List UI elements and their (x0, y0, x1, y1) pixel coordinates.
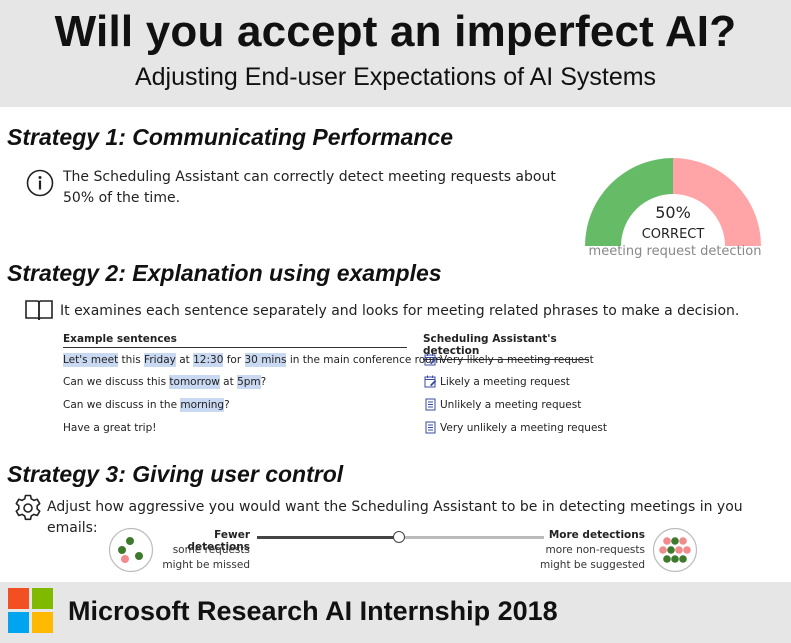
sentence-text: in the main conference room (286, 354, 442, 366)
gauge-incorrect-arc (673, 158, 761, 246)
sentence-text: for (223, 354, 245, 366)
strategy1-text-line1: The Scheduling Assistant can correctly d… (63, 169, 556, 185)
example-sentence: Have a great trip! (63, 422, 156, 434)
detection-label: Unlikely a meeting request (440, 398, 582, 411)
logo-square (32, 588, 53, 609)
highlighted-phrase: tomorrow (169, 375, 220, 389)
slider-thumb[interactable] (393, 531, 405, 543)
highlighted-phrase: 5pm (237, 375, 261, 389)
page-title: Will you accept an imperfect AI? (54, 7, 737, 56)
info-icon (26, 169, 54, 197)
fewer-detections-sub1: some requests (172, 544, 250, 556)
sentence-text: Have a great trip! (63, 422, 157, 434)
highlighted-phrase: morning (180, 398, 225, 412)
highlighted-phrase: Let's meet (63, 353, 119, 367)
calendar-edit-icon (424, 353, 440, 366)
example-sentence: Can we discuss this tomorrow at 5pm? (63, 375, 267, 389)
sentence-text: at (219, 376, 238, 388)
performance-gauge: 50% CORRECT meeting request detection (580, 158, 770, 268)
microsoft-logo (8, 588, 54, 634)
strategy3-title: Strategy 3: Giving user control (7, 461, 344, 487)
slider-track-empty (399, 536, 544, 539)
example-sentence: Can we discuss in the morning? (63, 398, 230, 412)
logo-square (32, 612, 53, 633)
gauge-caption: meeting request detection (588, 244, 762, 259)
col-header-sentences: Example sentences (63, 333, 407, 348)
highlighted-phrase: Friday (144, 353, 176, 367)
strategy3-text: Adjust how aggressive you would want the… (47, 499, 743, 536)
footer-banner: Microsoft Research AI Internship 2018 (0, 582, 791, 643)
gauge-percent: 50% (655, 203, 691, 222)
gear-icon (15, 494, 41, 521)
more-detections-sub1: more non-requests (545, 544, 645, 556)
more-detections-label: More detections (548, 529, 645, 541)
more-detections-sub2: might be suggested (539, 559, 645, 571)
highlighted-phrase: 12:30 (193, 353, 224, 367)
logo-square (8, 588, 29, 609)
page-subtitle: Adjusting End-user Expectations of AI Sy… (134, 63, 657, 91)
strategy1-title: Strategy 1: Communicating Performance (7, 124, 454, 150)
example-sentence: Let's meet this Friday at 12:30 for 30 m… (63, 353, 442, 367)
sentence-text: this (118, 354, 145, 366)
document-icon (424, 398, 440, 411)
calendar-edit-icon (424, 375, 440, 388)
sentence-text: Can we discuss this (63, 376, 170, 388)
detection-result: Unlikely a meeting request (424, 398, 581, 411)
fewer-detections-sub2: might be missed (162, 559, 250, 571)
detection-label: Very unlikely a meeting request (440, 421, 608, 434)
footer-text: Microsoft Research AI Internship 2018 (68, 596, 558, 626)
sentence-text: ? (260, 376, 267, 388)
more-detections-icon (652, 527, 698, 573)
sentence-text: Can we discuss in the (63, 399, 181, 411)
document-icon (424, 421, 440, 434)
fewer-detections-label: Fewer detections (187, 529, 250, 553)
gauge-correct-label: CORRECT (641, 227, 705, 242)
gauge-correct-arc (585, 158, 673, 246)
logo-square (8, 612, 29, 633)
slider-track-filled (257, 536, 399, 539)
strategy1-text-line2: 50% of the time. (63, 190, 181, 206)
sentence-text: ? (224, 399, 230, 411)
highlighted-phrase: 30 mins (244, 353, 287, 367)
fewer-detections-icon (108, 527, 154, 573)
detection-label: Very likely a meeting request (440, 353, 594, 366)
strategy2-text: It examines each sentence separately and… (60, 303, 740, 319)
sentence-text: at (175, 354, 194, 366)
aggressiveness-slider[interactable] (257, 529, 544, 545)
detection-result: Likely a meeting request (424, 375, 570, 388)
col-header-detection: Scheduling Assistant's detection (423, 333, 589, 360)
detection-result: Very likely a meeting request (424, 353, 594, 366)
detection-result: Very unlikely a meeting request (424, 421, 607, 434)
book-icon (25, 300, 53, 321)
header-banner: Will you accept an imperfect AI? Adjusti… (0, 0, 791, 107)
strategy2-title: Strategy 2: Explanation using examples (7, 260, 442, 286)
detection-label: Likely a meeting request (440, 375, 570, 388)
